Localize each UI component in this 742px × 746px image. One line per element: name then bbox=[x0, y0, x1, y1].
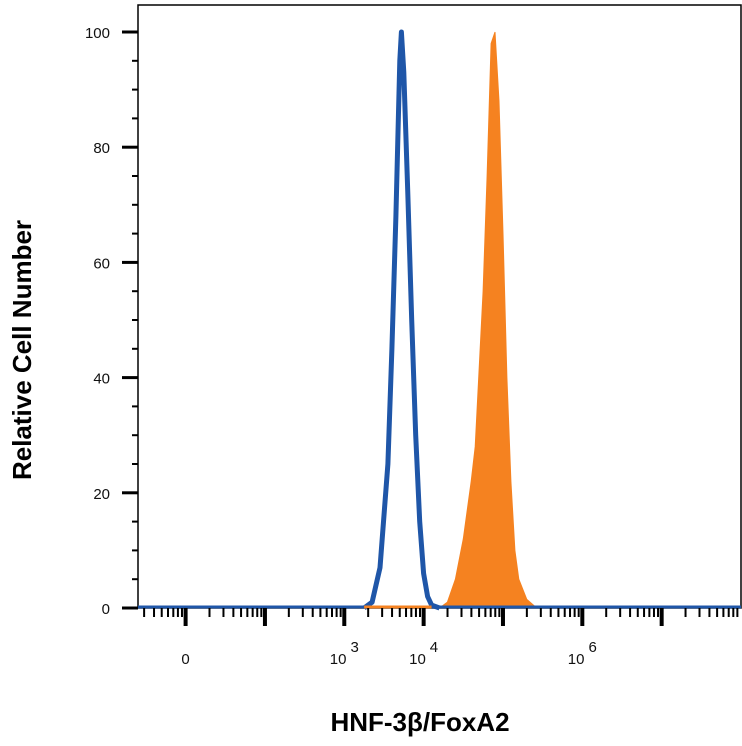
x-axis-title: HNF-3β/FoxA2 bbox=[330, 707, 509, 737]
y-tick-label: 40 bbox=[93, 371, 110, 388]
y-axis-title: Relative Cell Number bbox=[7, 220, 37, 480]
plot-border bbox=[137, 4, 742, 609]
y-axis: 0 20 40 60 80 100 bbox=[85, 25, 138, 618]
y-tick-label: 80 bbox=[93, 140, 110, 157]
series-2-area bbox=[437, 31, 543, 609]
y-tick-label: 20 bbox=[93, 486, 110, 503]
x-axis: 0 103 104 106 bbox=[143, 608, 739, 668]
plot-frame bbox=[137, 4, 742, 609]
series-1-line bbox=[362, 29, 441, 611]
y-tick-label: 0 bbox=[102, 601, 110, 618]
y-tick-label: 60 bbox=[93, 255, 110, 272]
x-tick-label: 104 bbox=[409, 639, 438, 668]
x-tick-label: 103 bbox=[330, 639, 359, 668]
x-tick-label: 106 bbox=[568, 639, 597, 668]
x-tick-label: 0 bbox=[181, 651, 189, 668]
y-tick-label: 100 bbox=[85, 25, 110, 42]
series-layer bbox=[138, 29, 741, 611]
